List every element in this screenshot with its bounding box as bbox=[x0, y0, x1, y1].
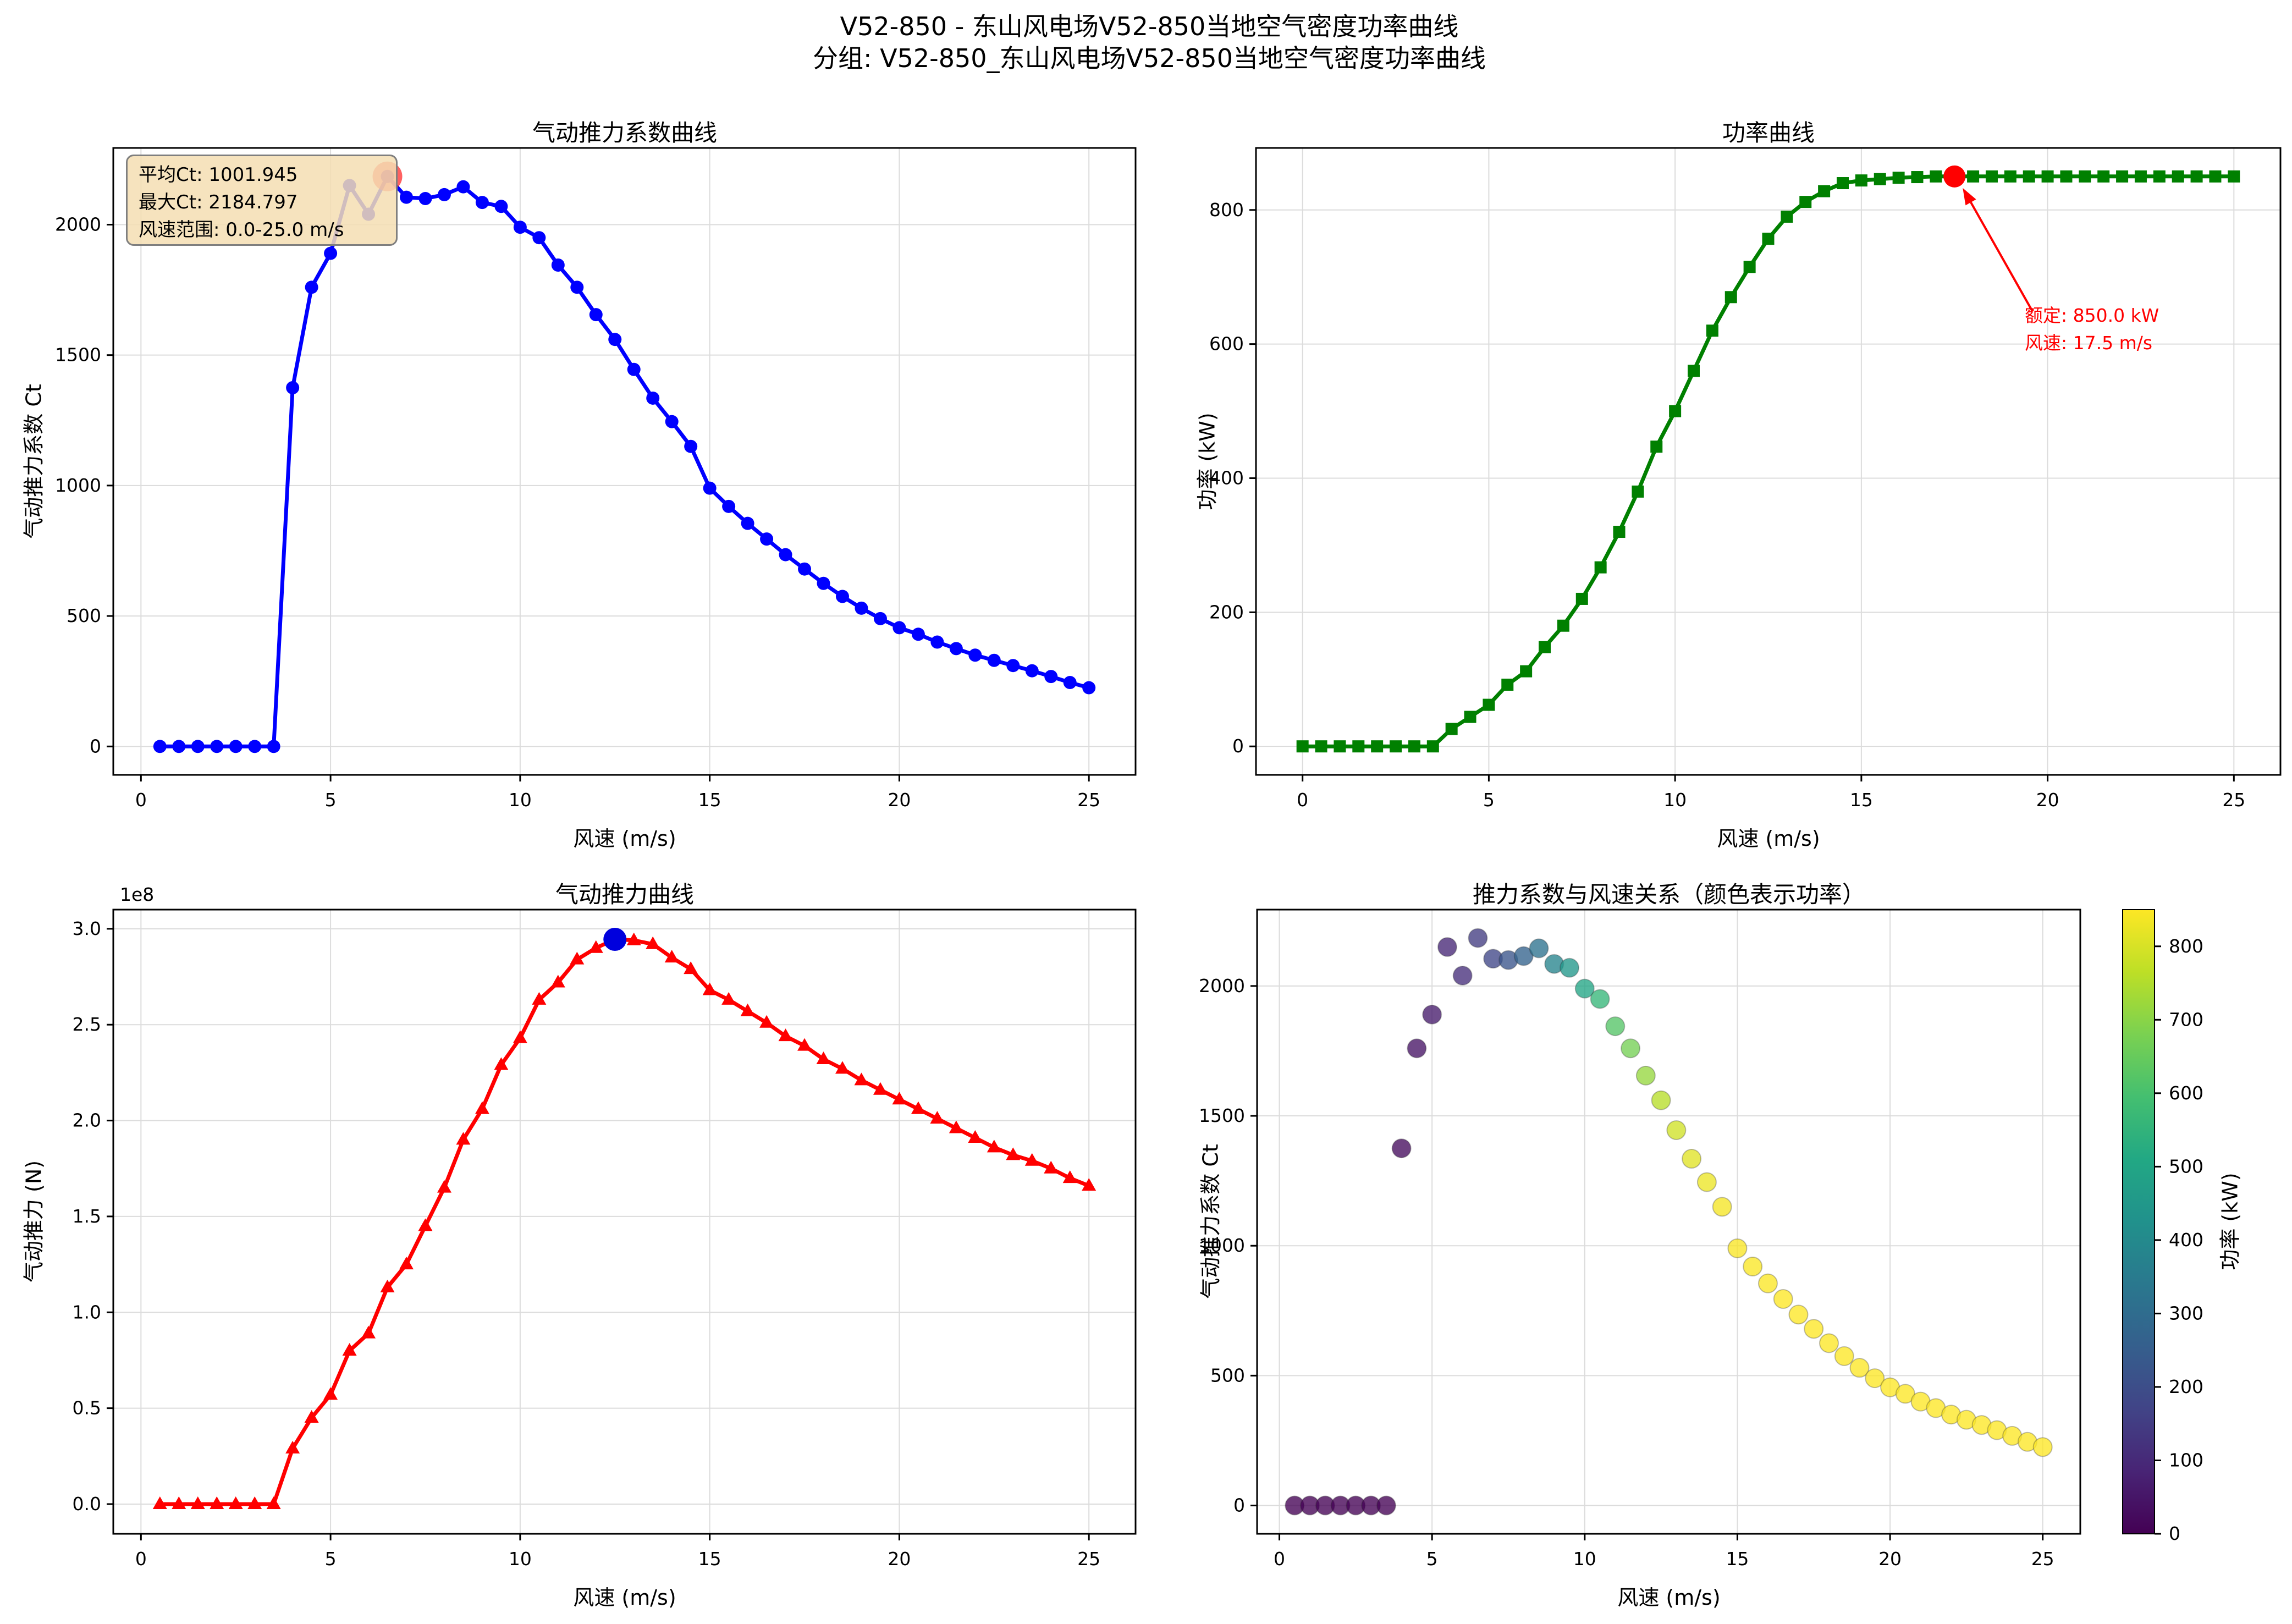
y-axis-offset-label: 1e8 bbox=[120, 884, 155, 905]
svg-text:0: 0 bbox=[135, 1548, 147, 1570]
svg-text:3.0: 3.0 bbox=[73, 918, 101, 939]
svg-text:15: 15 bbox=[698, 1548, 721, 1570]
ylabel-ct-curve: 气动推力系数 Ct bbox=[21, 384, 46, 539]
svg-text:10: 10 bbox=[509, 789, 532, 811]
tooltip-max-ct: 最大Ct: 2184.797 bbox=[139, 191, 298, 213]
tooltip-ws-range: 风速范围: 0.0-25.0 m/s bbox=[139, 219, 344, 241]
xlabel-thrust-curve: 风速 (m/s) bbox=[573, 1586, 676, 1610]
svg-text:100: 100 bbox=[2169, 1449, 2203, 1471]
svg-text:700: 700 bbox=[2169, 1009, 2203, 1030]
svg-text:25: 25 bbox=[2222, 789, 2245, 811]
svg-text:15: 15 bbox=[1726, 1548, 1749, 1570]
svg-text:5: 5 bbox=[325, 1548, 337, 1570]
svg-text:25: 25 bbox=[1077, 1548, 1100, 1570]
svg-text:600: 600 bbox=[1209, 333, 1244, 355]
svg-text:20: 20 bbox=[1878, 1548, 1902, 1570]
svg-text:1.5: 1.5 bbox=[73, 1205, 101, 1227]
svg-text:5: 5 bbox=[1483, 789, 1495, 811]
rated-windspeed-line: 风速: 17.5 m/s bbox=[2025, 332, 2153, 354]
svg-text:800: 800 bbox=[2169, 935, 2203, 957]
svg-text:0: 0 bbox=[1297, 789, 1308, 811]
figure-suptitle-line1: V52-850 - 东山风电场V52-850当地空气密度功率曲线 bbox=[840, 12, 1459, 41]
xlabel-scatter: 风速 (m/s) bbox=[1617, 1586, 1721, 1610]
svg-text:400: 400 bbox=[2169, 1229, 2203, 1251]
rated-power-line: 额定: 850.0 kW bbox=[2025, 305, 2159, 326]
svg-text:25: 25 bbox=[1077, 789, 1100, 811]
svg-text:300: 300 bbox=[2169, 1302, 2203, 1324]
svg-text:2.5: 2.5 bbox=[73, 1014, 101, 1035]
svg-text:800: 800 bbox=[1209, 199, 1244, 221]
svg-text:2000: 2000 bbox=[1199, 975, 1245, 997]
svg-text:25: 25 bbox=[2031, 1548, 2054, 1570]
svg-text:0.0: 0.0 bbox=[73, 1493, 101, 1515]
panel-title-power-curve: 功率曲线 bbox=[1722, 119, 1815, 146]
ylabel-scatter: 气动推力系数 Ct bbox=[1198, 1144, 1223, 1299]
svg-text:2.0: 2.0 bbox=[73, 1110, 101, 1131]
svg-text:15: 15 bbox=[698, 789, 721, 811]
svg-text:0: 0 bbox=[90, 735, 101, 757]
svg-text:0: 0 bbox=[1232, 735, 1244, 757]
svg-text:15: 15 bbox=[1850, 789, 1873, 811]
svg-text:500: 500 bbox=[2169, 1155, 2203, 1177]
colorbar-label: 功率 (kW) bbox=[2218, 1172, 2243, 1270]
tooltip-mean-ct: 平均Ct: 1001.945 bbox=[139, 164, 298, 186]
ylabel-power-curve: 功率 (kW) bbox=[1195, 412, 1220, 510]
svg-text:0: 0 bbox=[2169, 1523, 2180, 1544]
svg-text:10: 10 bbox=[509, 1548, 532, 1570]
panel-title-thrust-curve: 气动推力曲线 bbox=[555, 881, 695, 908]
figure-suptitle-line2: 分组: V52-850_东山风电场V52-850当地空气密度功率曲线 bbox=[813, 43, 1486, 73]
svg-text:1000: 1000 bbox=[55, 475, 101, 496]
svg-text:2000: 2000 bbox=[55, 213, 101, 235]
svg-text:0: 0 bbox=[1233, 1495, 1245, 1516]
svg-text:500: 500 bbox=[1210, 1364, 1245, 1386]
svg-text:0: 0 bbox=[135, 789, 147, 811]
svg-text:10: 10 bbox=[1573, 1548, 1596, 1570]
svg-text:200: 200 bbox=[2169, 1376, 2203, 1397]
svg-text:0: 0 bbox=[1274, 1548, 1285, 1570]
svg-text:600: 600 bbox=[2169, 1082, 2203, 1104]
svg-text:1.0: 1.0 bbox=[73, 1301, 101, 1323]
svg-text:1500: 1500 bbox=[1199, 1105, 1245, 1126]
svg-text:1000: 1000 bbox=[1199, 1235, 1245, 1256]
svg-text:200: 200 bbox=[1209, 601, 1244, 623]
rated-power-annotation: 额定: 850.0 kW 风速: 17.5 m/s bbox=[2025, 302, 2159, 357]
svg-text:400: 400 bbox=[1209, 467, 1244, 488]
svg-text:5: 5 bbox=[1426, 1548, 1438, 1570]
svg-text:10: 10 bbox=[1663, 789, 1687, 811]
stats-tooltip: 平均Ct: 1001.945 最大Ct: 2184.797 风速范围: 0.0-… bbox=[126, 155, 398, 246]
svg-text:1500: 1500 bbox=[55, 344, 101, 366]
panel-title-scatter: 推力系数与风速关系（颜色表示功率） bbox=[1472, 881, 1866, 908]
panel-title-ct-curve: 气动推力系数曲线 bbox=[532, 119, 718, 146]
xlabel-power-curve: 风速 (m/s) bbox=[1717, 827, 1820, 851]
svg-text:500: 500 bbox=[67, 605, 101, 626]
ylabel-thrust-curve: 气动推力 (N) bbox=[21, 1160, 46, 1283]
svg-text:20: 20 bbox=[888, 789, 911, 811]
xlabel-ct-curve: 风速 (m/s) bbox=[573, 827, 676, 851]
svg-text:0.5: 0.5 bbox=[73, 1397, 101, 1419]
svg-text:20: 20 bbox=[888, 1548, 911, 1570]
svg-text:20: 20 bbox=[2036, 789, 2059, 811]
svg-text:5: 5 bbox=[325, 789, 337, 811]
